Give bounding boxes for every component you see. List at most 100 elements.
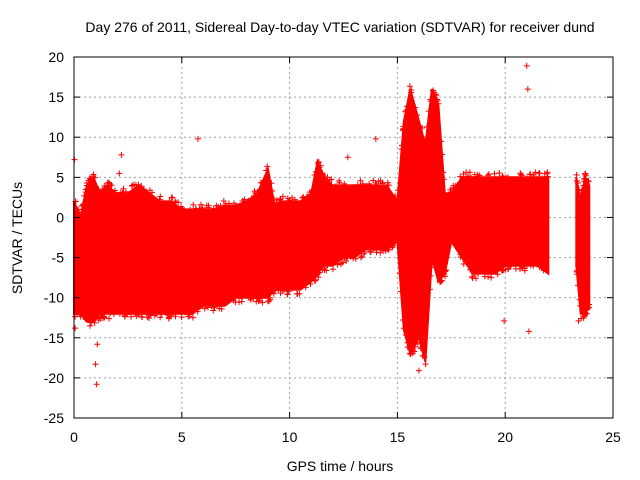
y-tick-label: 0 xyxy=(56,209,64,225)
data-point xyxy=(250,295,257,302)
data-point xyxy=(74,311,81,318)
data-point xyxy=(101,182,108,189)
data-point xyxy=(117,189,124,196)
data-point xyxy=(414,112,421,119)
x-axis-title: GPS time / hours xyxy=(287,458,394,474)
y-tick-label: 20 xyxy=(48,49,64,65)
data-point xyxy=(396,270,403,277)
data-point xyxy=(440,176,447,183)
data-point xyxy=(330,261,337,268)
data-point xyxy=(106,315,113,322)
data-point xyxy=(425,108,432,115)
y-tick-label: -20 xyxy=(44,370,64,386)
data-point xyxy=(377,249,384,256)
data-point xyxy=(199,204,206,211)
data-point xyxy=(523,262,530,269)
data-point-outlier xyxy=(116,170,123,177)
data-point xyxy=(499,267,506,274)
data-point xyxy=(281,286,288,293)
data-point xyxy=(141,186,148,193)
data-point xyxy=(398,146,405,153)
data-point-outlier xyxy=(415,367,422,374)
data-point xyxy=(341,180,348,187)
data-point xyxy=(337,260,344,267)
data-point xyxy=(311,172,318,179)
data-point xyxy=(164,310,171,317)
data-point xyxy=(110,311,117,318)
data-point-outlier xyxy=(344,154,351,161)
data-point xyxy=(471,171,478,178)
data-point xyxy=(373,249,380,256)
data-point xyxy=(116,310,123,317)
data-point xyxy=(407,351,414,358)
data-point xyxy=(422,361,429,368)
data-point xyxy=(133,313,140,320)
data-point xyxy=(427,272,434,279)
data-point xyxy=(428,254,435,261)
data-point-outlier xyxy=(93,381,100,388)
data-point xyxy=(303,193,310,200)
data-point xyxy=(209,208,216,215)
data-point xyxy=(81,192,88,199)
data-point xyxy=(153,310,160,317)
data-point xyxy=(582,310,589,317)
data-point xyxy=(471,269,478,276)
data-point xyxy=(263,167,270,174)
data-point xyxy=(510,261,517,268)
data-point xyxy=(181,206,188,213)
x-tick-label: 25 xyxy=(605,429,621,445)
data-point xyxy=(106,180,113,187)
data-point xyxy=(446,192,453,199)
data-point xyxy=(321,174,328,181)
data-point xyxy=(329,266,336,273)
data-point xyxy=(434,96,441,103)
data-point xyxy=(267,296,274,303)
data-point xyxy=(494,271,501,278)
data-point xyxy=(471,269,478,276)
data-point xyxy=(403,107,410,114)
data-point xyxy=(276,196,283,203)
axis-ticks: 0 5 10 15 20 25 -25 -20 -15 -10 -5 0 5 10 15 20 xyxy=(44,49,621,445)
data-point xyxy=(138,183,145,190)
data-point xyxy=(225,200,232,207)
data-point xyxy=(241,196,248,203)
data-point xyxy=(121,312,128,319)
data-point-outlier xyxy=(525,328,532,335)
data-point-outlier xyxy=(92,361,99,368)
data-point xyxy=(143,309,150,316)
data-point xyxy=(160,199,167,206)
data-point xyxy=(205,304,212,311)
data-point xyxy=(414,339,421,346)
data-point xyxy=(491,170,498,177)
data-point xyxy=(578,195,585,202)
data-point xyxy=(315,274,322,281)
data-point xyxy=(405,344,412,351)
data-point xyxy=(289,198,296,205)
data-point xyxy=(450,184,457,191)
data-point xyxy=(539,175,546,182)
data-point xyxy=(422,136,429,143)
x-tick-label: 5 xyxy=(178,429,186,445)
data-point xyxy=(238,298,245,305)
data-point xyxy=(270,195,277,202)
data-point xyxy=(367,249,374,256)
data-point xyxy=(585,305,592,312)
data-point xyxy=(354,250,361,257)
data-point xyxy=(349,184,356,191)
data-point xyxy=(503,174,510,181)
data-point xyxy=(196,205,203,212)
data-point xyxy=(488,274,495,281)
data-point-outlier xyxy=(194,135,201,142)
data-point xyxy=(389,192,396,199)
data-point xyxy=(440,169,447,176)
data-point xyxy=(168,194,175,201)
data-point xyxy=(481,273,488,280)
data-point xyxy=(400,123,407,130)
data-point xyxy=(411,348,418,355)
data-point xyxy=(192,205,199,212)
data-marks xyxy=(71,62,593,388)
data-point xyxy=(285,288,292,295)
data-point xyxy=(435,100,442,107)
data-point xyxy=(463,169,470,176)
data-point xyxy=(400,325,407,332)
